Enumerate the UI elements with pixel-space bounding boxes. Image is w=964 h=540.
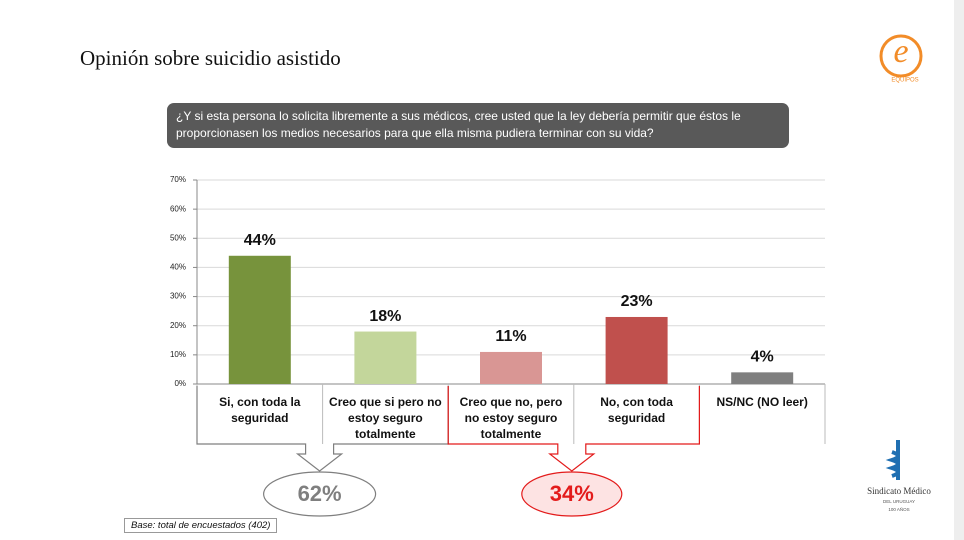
title: Opinión sobre suicidio asistido bbox=[80, 46, 341, 70]
question: ¿Y si esta persona lo solicita librement… bbox=[176, 109, 741, 140]
y-tick-label: 0% bbox=[174, 379, 186, 388]
value-label: 18% bbox=[369, 308, 401, 325]
x-tick-label: Si, con toda la seguridad bbox=[219, 395, 301, 425]
logo-e: e bbox=[893, 33, 908, 70]
callout-box bbox=[196, 386, 449, 472]
x-tick-label: Creo que si pero no estoy seguro totalme… bbox=[329, 395, 442, 441]
y-tick-label: 20% bbox=[170, 321, 186, 330]
value-label: 4% bbox=[751, 349, 774, 366]
note: Base: total de encuestados (402) bbox=[124, 518, 278, 533]
x-tick-label: NS/NC (NO leer) bbox=[716, 395, 808, 409]
y-tick-label: 60% bbox=[170, 204, 186, 213]
group-label: 62% bbox=[298, 481, 342, 506]
bar bbox=[354, 331, 417, 384]
group-label: 34% bbox=[550, 481, 594, 506]
group-total bbox=[263, 471, 377, 517]
value-label: 23% bbox=[621, 293, 653, 310]
x-tick-label: No, con toda seguridad bbox=[600, 395, 673, 425]
bar bbox=[605, 316, 668, 384]
y-tick-label: 70% bbox=[170, 175, 186, 184]
logo-sub: DEL URUGUAY bbox=[883, 499, 915, 504]
slide-edge bbox=[954, 0, 964, 540]
x-tick-label: Creo que no, pero no estoy seguro totalm… bbox=[459, 395, 563, 441]
logo-name: Sindicato Médico bbox=[867, 486, 931, 496]
y-tick-label: 10% bbox=[170, 350, 186, 359]
y-tick-label: 50% bbox=[170, 233, 186, 242]
logo-staff bbox=[885, 440, 900, 480]
bar bbox=[731, 372, 794, 384]
value-label: 11% bbox=[495, 328, 526, 345]
value-label: 44% bbox=[244, 232, 276, 249]
callout-box bbox=[447, 386, 700, 472]
question-box bbox=[167, 103, 789, 148]
y-tick-label: 30% bbox=[170, 292, 186, 301]
y-tick-label: 40% bbox=[170, 263, 186, 272]
group-total bbox=[521, 471, 623, 517]
logo-sub: 100 AÑOS bbox=[888, 506, 909, 512]
logo-ring bbox=[879, 34, 923, 78]
logo-text: EQUIPOS bbox=[891, 78, 918, 84]
bar bbox=[480, 351, 542, 384]
bar bbox=[228, 255, 291, 384]
